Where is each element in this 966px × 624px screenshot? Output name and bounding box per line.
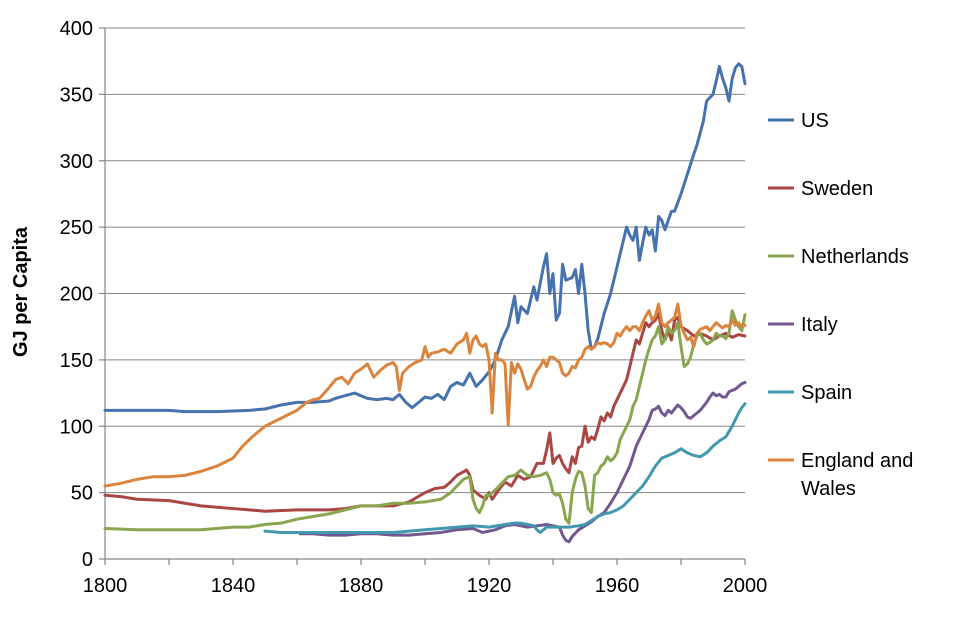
y-tick-label: 150 bbox=[60, 350, 93, 372]
y-tick-label: 250 bbox=[60, 217, 93, 239]
series-line-italy bbox=[298, 380, 747, 544]
y-tick-label: 100 bbox=[60, 416, 93, 438]
legend-label-spain: Spain bbox=[801, 382, 852, 404]
legend-label-sweden: Sweden bbox=[801, 178, 873, 200]
x-tick-label: 1840 bbox=[211, 575, 256, 597]
y-axis-title: GJ per Capita bbox=[10, 226, 32, 357]
axes: 0 50 100 150 200 250 300 350 400 1800 1840 1880 1920… bbox=[60, 18, 768, 597]
y-tick-label: 400 bbox=[60, 18, 93, 40]
x-tick-label: 1920 bbox=[467, 575, 512, 597]
x-tick-label: 2000 bbox=[723, 575, 768, 597]
legend-label-england-and-wales: England and Wales bbox=[801, 450, 913, 500]
series-lines bbox=[103, 62, 747, 544]
legend-label-netherlands: Netherlands bbox=[801, 246, 909, 268]
x-tick-label: 1800 bbox=[83, 575, 128, 597]
y-tick-label: 50 bbox=[71, 483, 93, 505]
legend-label-us: US bbox=[801, 110, 829, 132]
gridlines bbox=[105, 27, 745, 494]
series-line-spain bbox=[263, 402, 747, 534]
legend-label-italy: Italy bbox=[801, 314, 838, 336]
y-tick-label: 300 bbox=[60, 151, 93, 173]
series-line-netherlands bbox=[103, 309, 747, 532]
y-tick-label: 0 bbox=[82, 549, 93, 571]
series-line-england-and-wales bbox=[103, 302, 747, 488]
x-tick-label: 1880 bbox=[339, 575, 384, 597]
y-tick-label: 350 bbox=[60, 84, 93, 106]
legend: US Sweden Netherlands Italy Spain England and… bbox=[768, 110, 913, 500]
x-tick-label: 1960 bbox=[595, 575, 640, 597]
y-tick-label: 200 bbox=[60, 284, 93, 306]
series-line-us bbox=[103, 62, 747, 414]
